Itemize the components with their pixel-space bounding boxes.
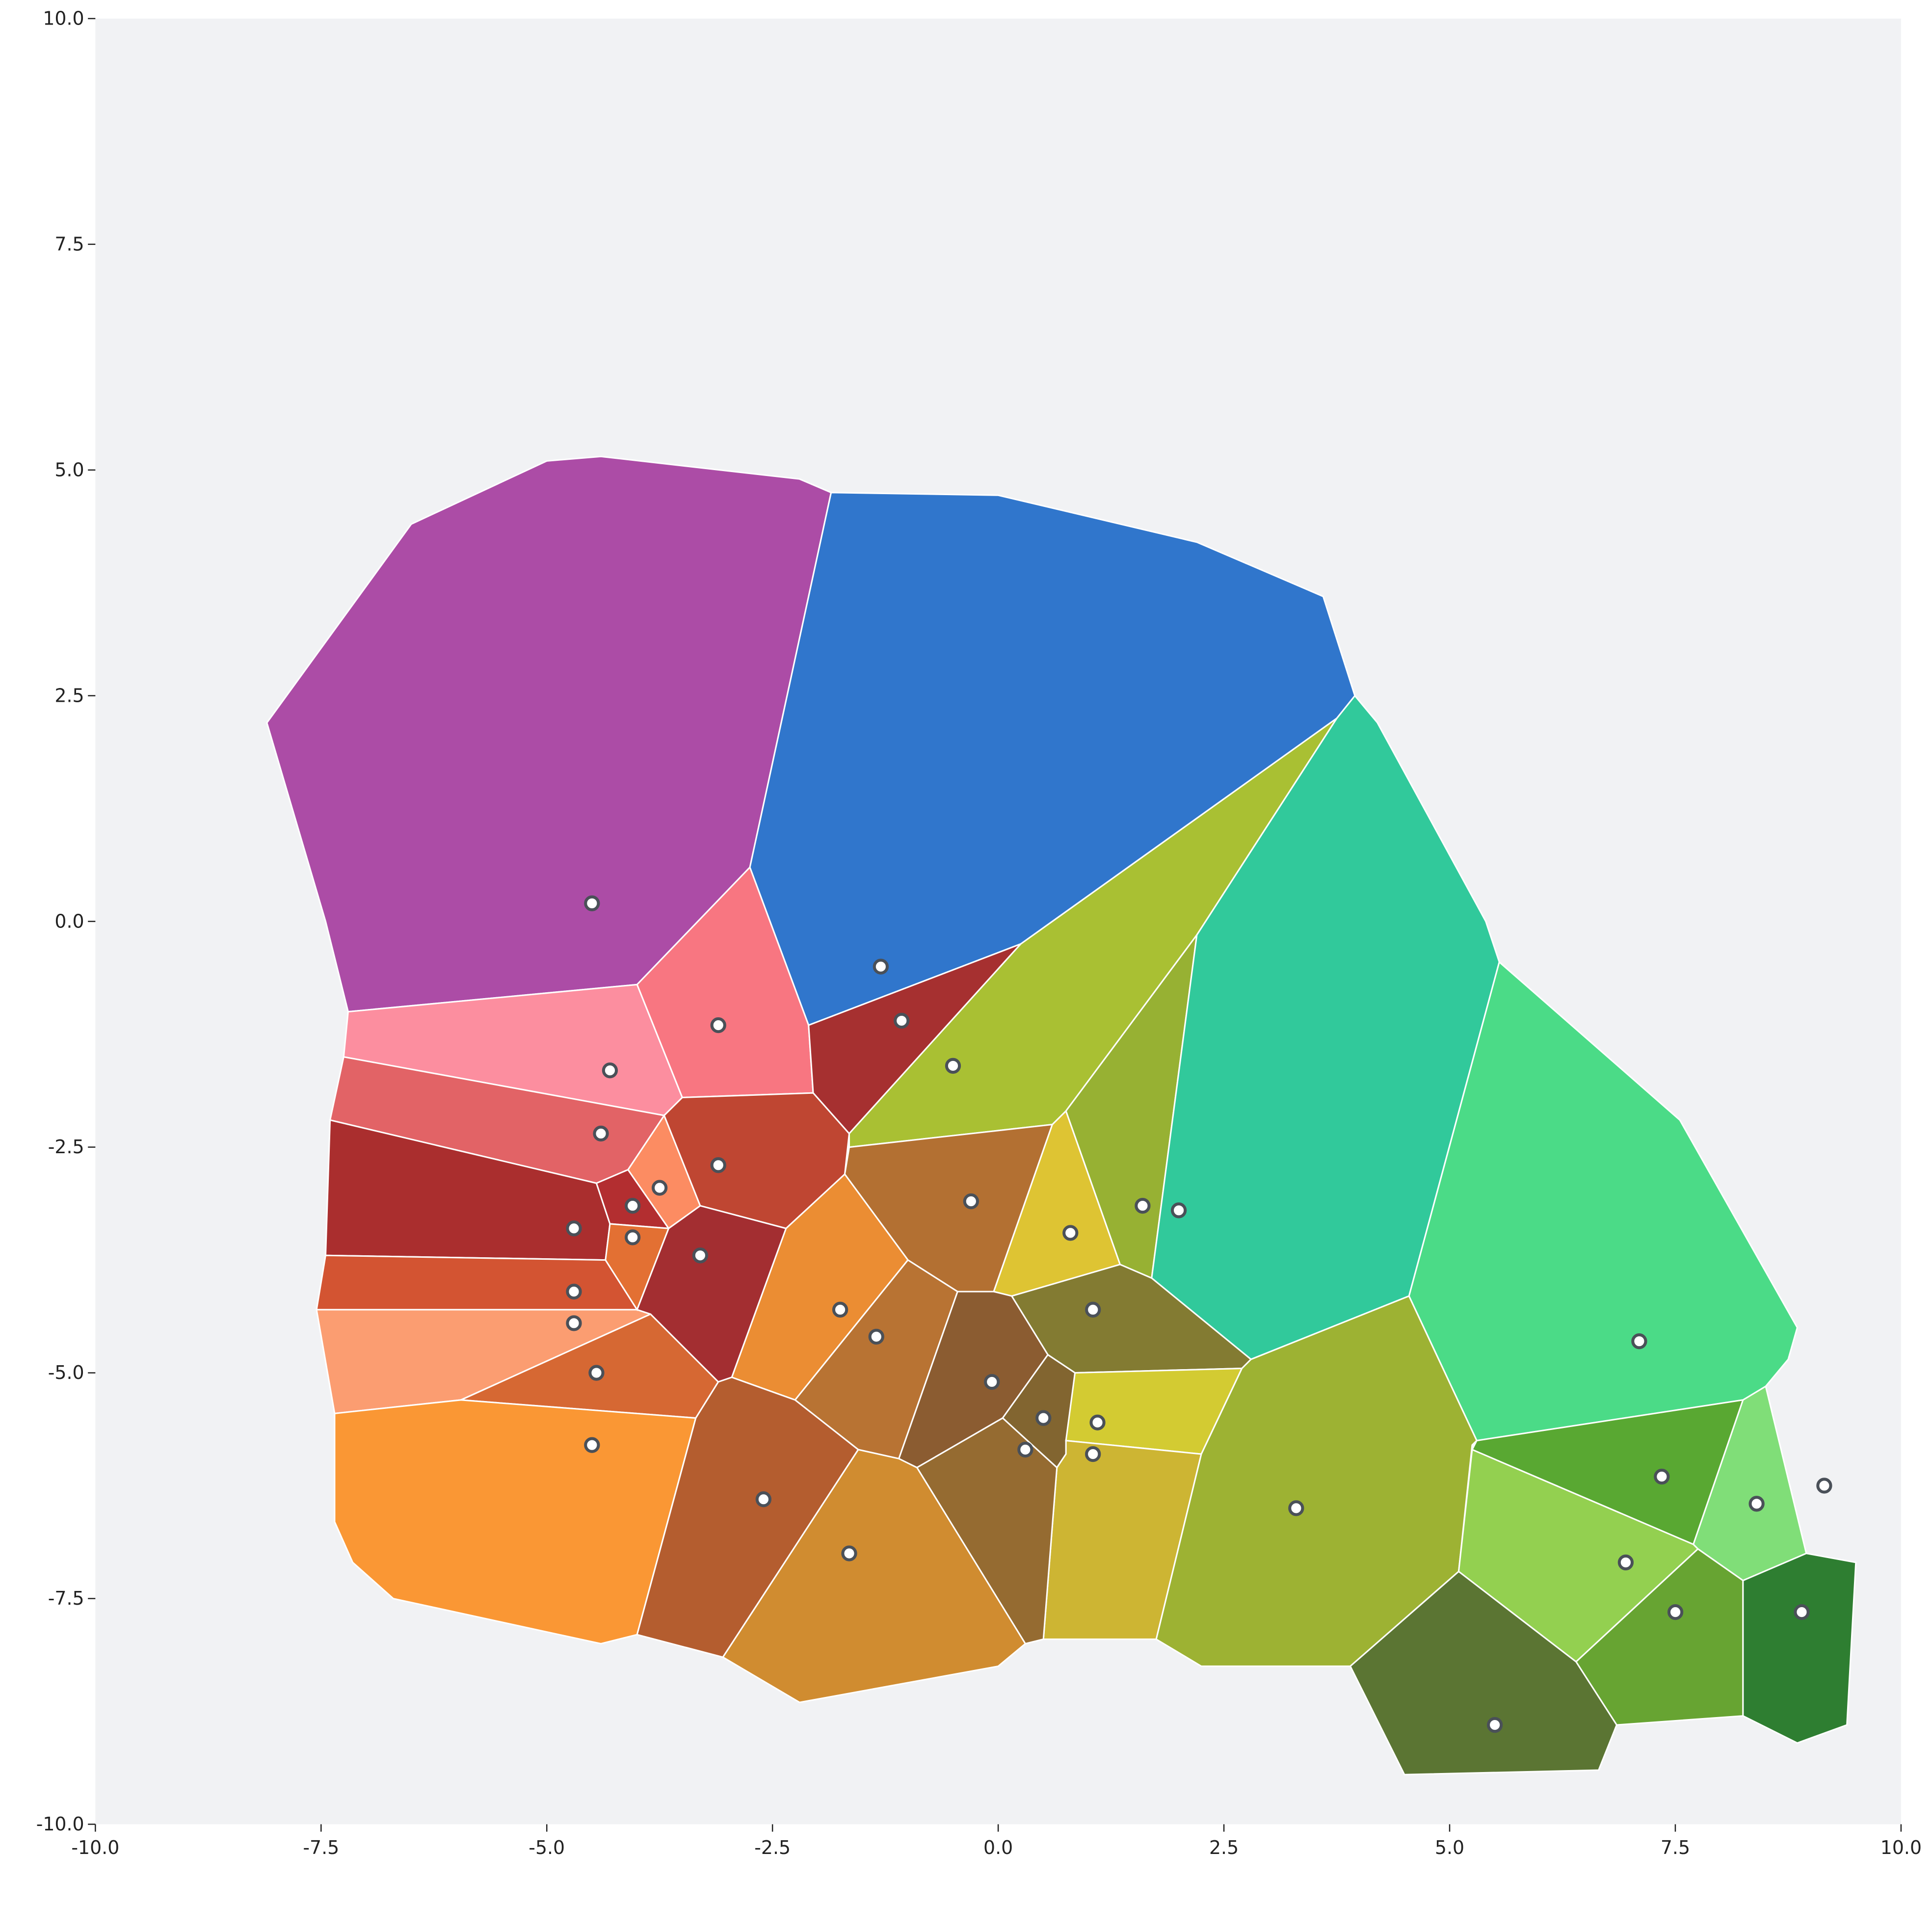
y-tick-label: -7.5 [48,1588,84,1609]
data-point [945,1058,961,1074]
data-point [1654,1468,1670,1485]
y-tick-label: 10.0 [43,7,84,29]
x-tick-label: -10.0 [71,1837,119,1858]
data-point [963,1193,979,1210]
data-point [710,1157,726,1173]
x-tick-label: 7.5 [1661,1837,1690,1858]
data-point [602,1062,618,1079]
x-tick-label: -7.5 [303,1837,339,1858]
data-point [1135,1197,1151,1214]
data-point [1288,1500,1304,1516]
data-point [1748,1496,1765,1512]
data-point [1089,1414,1106,1430]
data-point [1667,1604,1684,1620]
data-point [1794,1604,1810,1620]
data-point [593,1125,609,1142]
data-point [651,1180,668,1196]
data-point [710,1017,726,1033]
y-axis: 10.0 7.5 5.0 2.5 0.0 -2.5 -5.0 -7.5 -10.0 [36,7,96,1835]
data-point [1085,1301,1101,1318]
y-tick-label: -5.0 [48,1362,84,1383]
voronoi-cell-moss [1349,1570,1618,1775]
y-tick-label: 5.0 [54,459,84,480]
y-tick-label: 0.0 [54,910,84,932]
voronoi-cell-bronze [916,1417,1058,1645]
voronoi-cell-grass [1575,1548,1744,1726]
data-point [873,958,889,975]
y-tick-label: -2.5 [48,1136,84,1158]
data-point [624,1197,641,1214]
y-tick-label: 7.5 [54,233,84,255]
x-tick-label: 10.0 [1880,1837,1922,1858]
data-point [566,1220,582,1237]
data-point [984,1374,1000,1390]
data-point [584,1437,600,1453]
voronoi-cells [266,455,1857,1775]
voronoi-cell-vermilion [316,1254,638,1311]
data-point [566,1283,582,1300]
data-point [588,1365,605,1381]
data-point [1062,1225,1079,1241]
voronoi-cell-orange [334,1399,697,1645]
x-axis: -10.0 -7.5 -5.0 -2.5 0.0 2.5 5.0 7.5 10.0 [71,1824,1922,1858]
data-point [1486,1717,1503,1733]
data-point [1631,1333,1647,1350]
data-point [566,1315,582,1331]
data-point [1017,1441,1033,1458]
data-point [1617,1554,1634,1571]
y-tick-label: 2.5 [54,685,84,706]
data-point [584,895,600,911]
data-point [868,1328,884,1345]
data-point [894,1012,910,1029]
x-tick-label: 0.0 [983,1837,1013,1858]
x-tick-label: 2.5 [1209,1837,1239,1858]
data-point [755,1491,772,1508]
y-tick-label: -10.0 [36,1813,84,1835]
x-tick-label: -2.5 [754,1837,791,1858]
data-points [566,895,1832,1733]
x-tick-label: -5.0 [529,1837,565,1858]
x-tick-label: 5.0 [1435,1837,1464,1858]
data-point [624,1229,641,1245]
data-point [832,1301,848,1318]
data-point [1035,1410,1052,1426]
voronoi-cell-ochre [721,1449,1027,1703]
voronoi-cell-forest [1742,1552,1857,1744]
data-point [1170,1202,1187,1218]
data-point [1085,1446,1101,1462]
data-point [1816,1478,1832,1494]
data-point [841,1545,857,1561]
data-point [692,1247,709,1264]
